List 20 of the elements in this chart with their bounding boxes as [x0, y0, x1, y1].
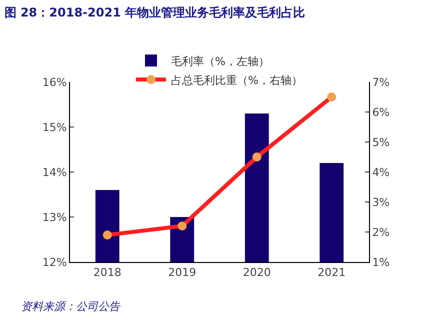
y2-tick-label: 6%	[372, 106, 390, 119]
y2-tick-label: 1%	[372, 256, 390, 269]
text: 资料来源：公司公告	[21, 300, 121, 313]
chart-title: 图 28：2018-2021 年物业管理业务毛利率及毛利占比	[4, 5, 306, 20]
y2-tick-label: 4%	[372, 166, 390, 179]
y-tick-label: 15%	[42, 120, 67, 134]
y2-tick-label: 2%	[372, 226, 390, 239]
x-tick-label: 2018	[93, 266, 122, 280]
y2-tick-label: 7%	[372, 76, 390, 89]
y-tick-label: 13%	[42, 210, 67, 224]
legend-label: 占总毛利比重（%，右轴）	[171, 74, 302, 87]
x-tick-label: 2021	[318, 266, 346, 280]
y-tick-label: 14%	[42, 166, 67, 179]
x-tick-label: 2019	[168, 266, 196, 280]
y2-tick-label: 5%	[372, 136, 390, 149]
y-tick-label: 16%	[42, 76, 67, 89]
legend-label: 毛利率（%，左轴）	[171, 54, 270, 68]
y2-tick-label: 3%	[372, 196, 390, 209]
y-tick-label: 12%	[42, 256, 67, 269]
x-tick-label: 2020	[242, 266, 271, 280]
